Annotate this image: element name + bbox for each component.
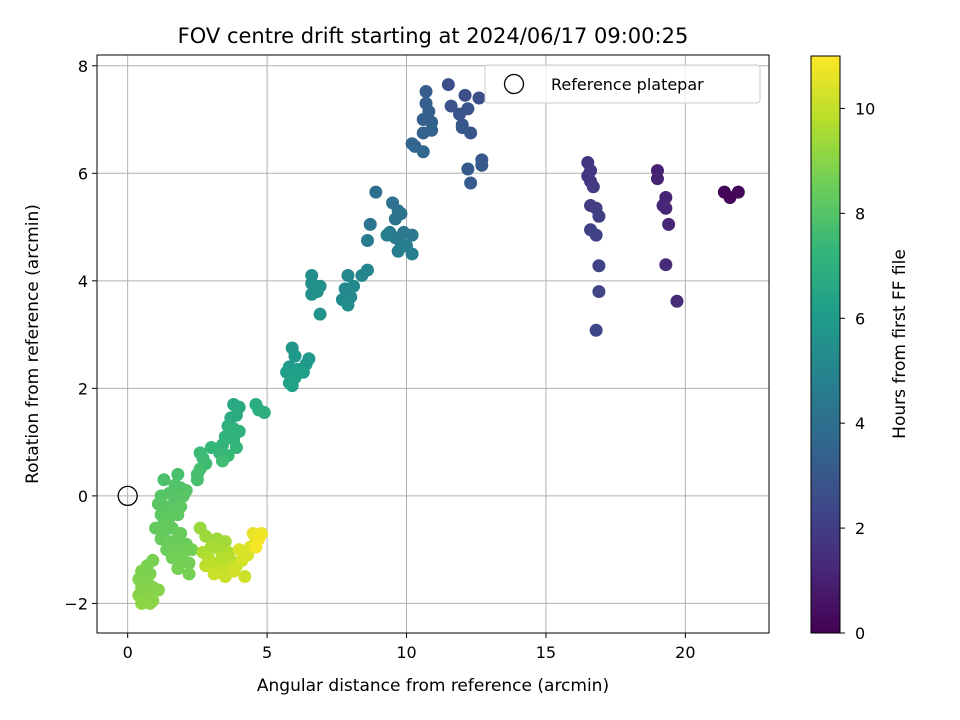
colorbar-tick-label: 8 xyxy=(855,204,865,223)
data-point xyxy=(391,244,405,258)
data-point xyxy=(176,489,190,503)
data-point xyxy=(659,258,673,272)
x-axis-ticks: 0 5 10 15 20 xyxy=(123,633,696,662)
colorbar-tick-label: 6 xyxy=(855,309,865,328)
colorbar-ticks: 0 2 4 6 8 10 xyxy=(840,99,875,643)
data-point xyxy=(185,543,199,557)
y-axis-label: Rotation from reference (arcmin) xyxy=(23,204,43,484)
plot-frame xyxy=(96,54,770,634)
data-point xyxy=(182,567,196,581)
data-point xyxy=(288,349,302,363)
data-point xyxy=(135,596,149,610)
data-point xyxy=(464,176,478,190)
data-point xyxy=(227,564,241,578)
chart-title: FOV centre drift starting at 2024/06/17 … xyxy=(178,24,689,48)
colorbar-tick-label: 10 xyxy=(855,99,875,118)
data-point xyxy=(586,180,600,194)
data-point xyxy=(199,529,213,543)
y-tick-label: 4 xyxy=(78,272,88,291)
data-point xyxy=(171,467,185,481)
legend-reference-marker xyxy=(503,73,525,95)
legend-box xyxy=(484,64,761,104)
data-point xyxy=(592,259,606,273)
colorbar-label: Hours from first FF file xyxy=(890,249,910,439)
data-point xyxy=(472,91,486,105)
x-tick-label: 15 xyxy=(536,643,556,662)
data-point xyxy=(229,441,243,455)
x-tick-label: 20 xyxy=(675,643,695,662)
y-tick-label: 0 xyxy=(78,487,88,506)
data-point xyxy=(444,99,458,113)
y-tick-label: 2 xyxy=(78,379,88,398)
data-point xyxy=(662,217,676,231)
x-tick-label: 10 xyxy=(396,643,416,662)
data-point xyxy=(369,185,383,199)
data-point xyxy=(650,172,664,186)
data-point xyxy=(592,209,606,223)
data-point xyxy=(355,268,369,282)
legend-entry-reference: Reference platepar xyxy=(551,75,704,94)
data-point xyxy=(207,567,221,581)
data-point xyxy=(405,247,419,261)
colorbar xyxy=(810,55,841,634)
data-point xyxy=(461,162,475,176)
data-point xyxy=(360,233,374,247)
colorbar-tick-label: 0 xyxy=(855,624,865,643)
data-points xyxy=(132,78,745,610)
data-point xyxy=(257,406,271,420)
x-tick-label: 0 xyxy=(123,643,133,662)
data-point xyxy=(589,228,603,242)
colorbar-tick-label: 4 xyxy=(855,414,865,433)
data-point xyxy=(151,583,165,597)
data-point xyxy=(285,379,299,393)
y-tick-label: 8 xyxy=(78,57,88,76)
data-point xyxy=(441,78,455,92)
data-point xyxy=(341,268,355,282)
data-point xyxy=(313,307,327,321)
data-point xyxy=(347,279,361,293)
data-point xyxy=(380,228,394,242)
data-point xyxy=(182,556,196,570)
grid-lines xyxy=(97,55,769,633)
data-point xyxy=(249,540,263,554)
y-tick-label: −2 xyxy=(64,594,88,613)
data-point xyxy=(670,294,684,308)
data-point xyxy=(589,323,603,337)
data-point xyxy=(405,137,419,151)
colorbar-tick-label: 2 xyxy=(855,519,865,538)
data-point xyxy=(731,185,745,199)
data-point xyxy=(171,561,185,575)
data-point xyxy=(232,543,246,557)
legend: Reference platepar xyxy=(484,64,761,104)
data-point xyxy=(475,158,489,172)
data-point xyxy=(310,285,324,299)
x-tick-label: 5 xyxy=(262,643,272,662)
data-point xyxy=(416,145,430,159)
data-point xyxy=(592,285,606,299)
data-point xyxy=(341,298,355,312)
data-point xyxy=(419,85,433,99)
data-point xyxy=(199,559,213,573)
data-point xyxy=(157,473,171,487)
x-axis-label: Angular distance from reference (arcmin) xyxy=(257,676,609,696)
data-point xyxy=(388,212,402,226)
y-tick-label: 6 xyxy=(78,164,88,183)
data-point xyxy=(425,123,439,137)
reference-marker xyxy=(117,485,138,507)
data-point xyxy=(190,473,204,487)
data-point xyxy=(238,570,252,584)
data-point xyxy=(458,88,472,102)
data-point xyxy=(659,201,673,215)
data-point xyxy=(215,454,229,468)
data-point xyxy=(405,228,419,242)
data-point xyxy=(455,121,469,135)
data-point xyxy=(461,102,475,116)
data-point xyxy=(363,217,377,231)
data-point xyxy=(171,508,185,522)
y-axis-ticks: −2 0 2 4 6 8 xyxy=(64,57,97,613)
